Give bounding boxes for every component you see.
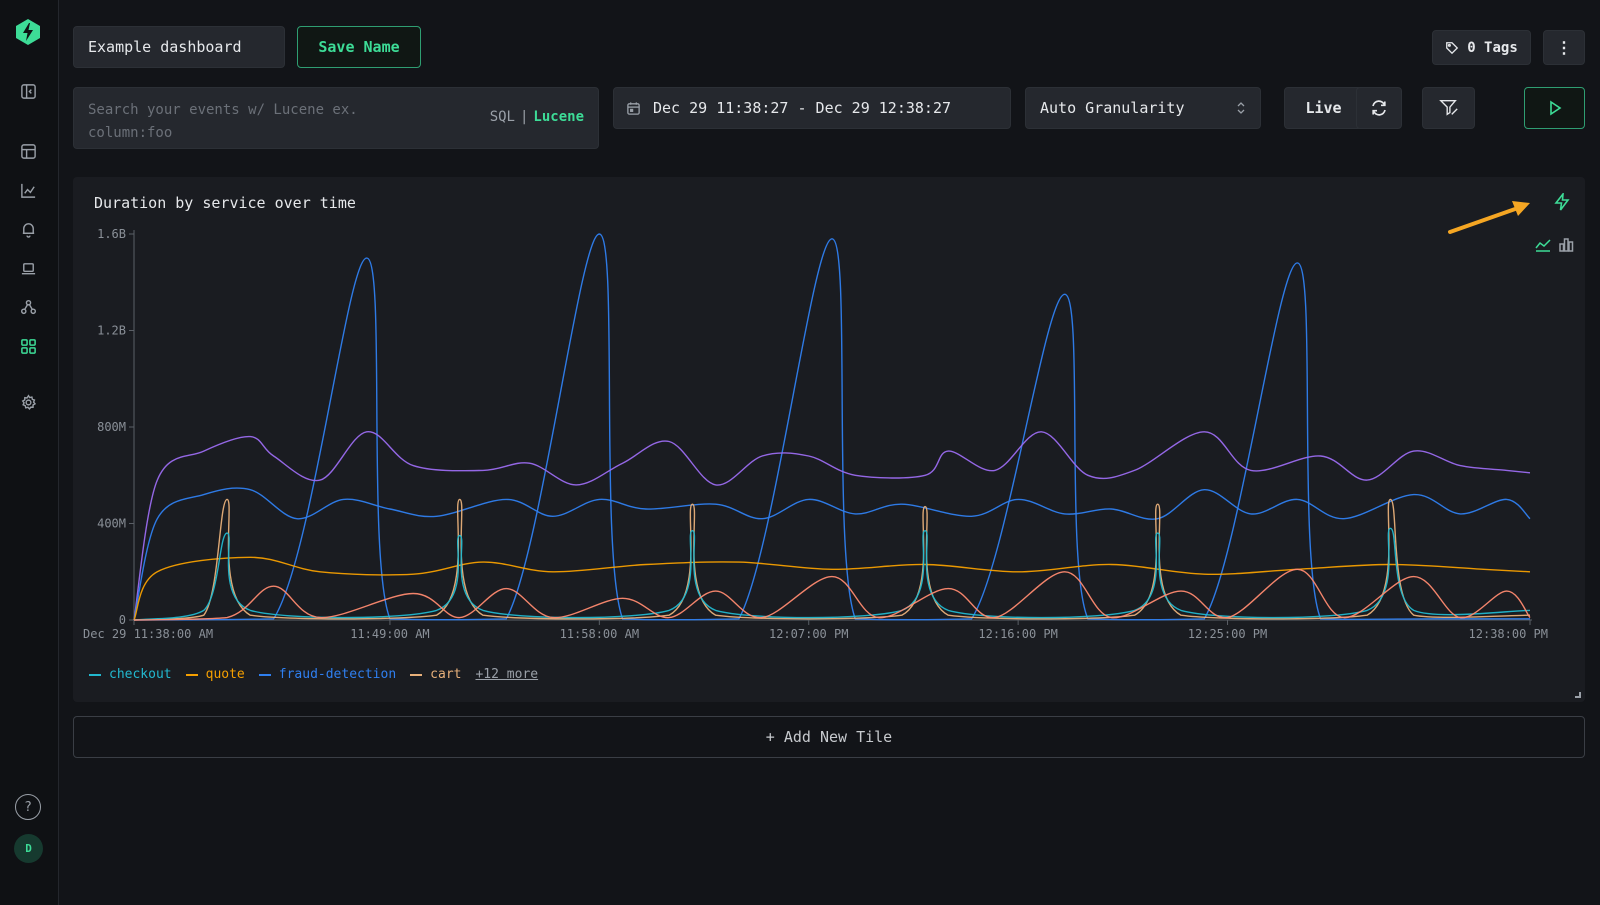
search-placeholder: Search your events w/ Lucene ex. column:… [88,102,358,141]
tile-title: Duration by service over time [94,194,356,212]
date-range-value: Dec 29 11:38:27 - Dec 29 12:38:27 [653,99,952,117]
legend-swatch [89,673,101,676]
sidebar: ? D [0,0,59,905]
table-icon[interactable] [15,138,41,164]
mode-lucene[interactable]: Lucene [533,109,584,125]
series-line-3 [133,556,1531,621]
y-tick-label: 400M [97,517,126,531]
live-button[interactable]: Live [1284,87,1363,129]
legend-swatch [410,673,423,676]
collapse-sidebar-icon[interactable] [15,78,41,104]
filter-button[interactable] [1422,87,1475,129]
tags-label: 0 Tags [1467,39,1518,56]
legend-item-quote[interactable]: quote [185,667,245,682]
run-query-button[interactable] [1524,87,1585,129]
avatar[interactable]: D [14,834,43,863]
legend-label: cart [430,667,462,682]
bar-chart-toggle-icon[interactable] [1558,237,1574,253]
granularity-select[interactable]: Auto Granularity [1025,87,1261,129]
series-line-0 [133,233,1531,621]
filter-icon [1438,100,1458,116]
x-tick-label: 12:16:00 PM [978,627,1057,641]
mode-separator: | [519,109,529,125]
legend-item-cart[interactable]: cart [410,667,461,682]
dashboard-grid-icon[interactable] [15,333,41,359]
line-chart: 0 400M 800M 1.2B 1.6B Dec 29 11:38:00 AM 11:49… [83,227,1548,641]
chart-legend: checkout quote fraud-detection cart +12 … [89,667,538,682]
x-tick-label: 11:49:00 AM [350,627,429,641]
chart-icon[interactable] [15,177,41,203]
help-icon[interactable]: ? [15,794,41,820]
chevron-updown-icon [1237,102,1245,114]
tag-icon [1446,41,1459,54]
legend-label: fraud-detection [278,667,397,682]
date-range-picker[interactable]: Dec 29 11:38:27 - Dec 29 12:38:27 [613,87,1011,129]
dashboard-name-input[interactable]: Example dashboard [73,26,285,68]
resize-handle[interactable] [1575,692,1581,698]
tags-button[interactable]: 0 Tags [1432,30,1531,65]
legend-item-checkout[interactable]: checkout [89,667,172,682]
granularity-value: Auto Granularity [1040,99,1185,117]
save-name-button[interactable]: Save Name [297,26,421,68]
refresh-button[interactable] [1356,87,1402,129]
series-line-1 [133,431,1531,621]
y-tick-label: 800M [97,420,126,434]
bell-icon[interactable] [15,216,41,242]
y-tick-label: 0 [119,613,126,627]
legend-more-link[interactable]: +12 more [475,667,539,682]
line-chart-toggle-icon[interactable] [1535,237,1551,253]
x-tick-label: 12:25:00 PM [1188,627,1267,641]
play-icon [1549,100,1561,116]
x-tick-label: 12:07:00 PM [769,627,848,641]
x-tick-label: 12:38:00 PM [1469,627,1548,641]
services-icon[interactable] [15,294,41,320]
annotation-arrow-icon [1448,201,1530,234]
x-tick-label: Dec 29 11:38:00 AM [83,627,213,641]
legend-label: checkout [109,667,172,682]
legend-item-fraud-detection[interactable]: fraud-detection [258,667,397,682]
x-tick-label: 11:58:00 AM [560,627,639,641]
y-tick-label: 1.2B [97,324,126,338]
refresh-icon [1372,100,1386,116]
add-new-tile-button[interactable]: + Add New Tile [73,716,1585,758]
series-line-4 [133,498,1531,621]
more-options-button[interactable]: ⋮ [1543,30,1585,65]
main-content: Example dashboard Save Name 0 Tags ⋮ Sea… [59,0,1600,905]
search-input[interactable]: Search your events w/ Lucene ex. column:… [73,87,599,149]
app-logo-icon[interactable] [14,18,42,46]
laptop-icon[interactable] [15,255,41,281]
series-line-6 [133,568,1531,621]
lightning-bolt-icon[interactable] [1553,193,1571,211]
query-mode-toggle[interactable]: SQL | Lucene [490,109,584,125]
legend-swatch [258,673,271,676]
y-tick-label: 1.6B [97,227,126,241]
legend-label: quote [205,667,245,682]
calendar-icon [627,101,640,115]
mode-sql[interactable]: SQL [489,109,515,125]
chart-tile: 0 400M 800M 1.2B 1.6B Dec 29 11:38:00 AM 11:49… [73,177,1585,702]
series-line-2 [133,487,1531,621]
legend-swatch [185,673,198,676]
gear-icon[interactable] [15,389,41,415]
